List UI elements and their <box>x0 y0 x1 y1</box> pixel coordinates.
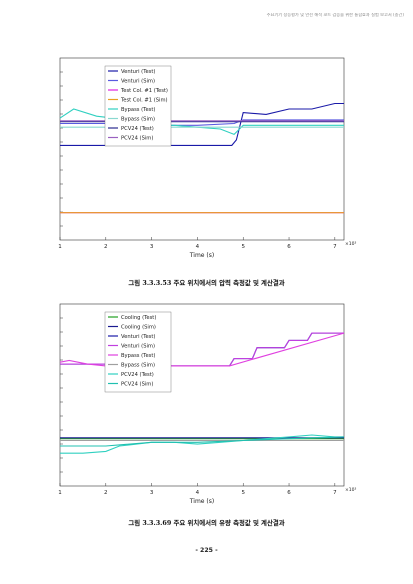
legend-label-7: PCV24 (Sim) <box>121 382 153 388</box>
legend-label-3: Venturi (Sim) <box>121 344 155 350</box>
x-tick-label: 6 <box>287 490 291 496</box>
x-multiplier: ×10³ <box>345 487 356 493</box>
x-tick-label: 6 <box>287 244 291 250</box>
plot-area <box>59 303 345 487</box>
legend-label-5: Bypass (Sim) <box>121 117 155 123</box>
legend-label-2: Test Col. #1 (Test) <box>120 88 168 94</box>
legend-label-5: Bypass (Sim) <box>121 363 155 369</box>
legend-label-0: Venturi (Test) <box>121 69 155 75</box>
x-tick-label: 1 <box>58 244 62 250</box>
x-multiplier: ×10³ <box>345 241 356 247</box>
running-header: 주요기기 성능평가 및 안전 해석 코드 검증을 위한 통합효과 실험 보고서 … <box>266 13 404 17</box>
series-line-6 <box>60 434 344 454</box>
legend-label-6: PCV24 (Test) <box>121 372 154 378</box>
x-tick-label: 4 <box>196 490 200 496</box>
x-tick-label: 5 <box>241 244 245 250</box>
legend-label-6: PCV24 (Test) <box>121 126 154 132</box>
legend-label-3: Test Col. #1 (Sim) <box>120 98 168 104</box>
series-line-7 <box>60 436 345 447</box>
x-tick-label: 3 <box>150 490 154 496</box>
legend-box <box>104 311 172 393</box>
x-tick-label: 3 <box>150 244 154 250</box>
legend-label-2: Venturi (Test) <box>121 334 155 340</box>
flow-chart: 1 2 3 4 5 6 7 ×10³ Time (s) Cooling (Test) Cooling… <box>58 303 356 505</box>
x-tick-label: 2 <box>104 244 108 250</box>
x-tick-label: 4 <box>196 244 200 250</box>
pressure-chart: 1 2 3 4 5 6 7 ×10³ Time (s) Venturi (Test) Venturi… <box>58 57 356 259</box>
legend-label-0: Cooling (Test) <box>121 315 156 321</box>
figure-caption-flow: 그림 3.3.3.69 주요 위치에서의 유량 측정값 및 계산결과 <box>128 519 285 527</box>
legend-label-4: Bypass (Test) <box>121 107 155 113</box>
x-tick-label: 7 <box>333 490 337 496</box>
legend-label-1: Cooling (Sim) <box>121 325 156 331</box>
legend-label-4: Bypass (Test) <box>121 353 155 359</box>
x-tick-label: 1 <box>58 490 62 496</box>
figure-caption-pressure: 그림 3.3.3.53 주요 위치에서의 압력 측정값 및 계산결과 <box>128 279 285 287</box>
x-tick-label: 2 <box>104 490 108 496</box>
page-number: - 225 - <box>195 547 218 554</box>
x-axis-label: Time (s) <box>189 252 214 259</box>
legend-label-1: Venturi (Sim) <box>121 79 155 85</box>
legend-label-7: PCV24 (Sim) <box>121 136 153 142</box>
x-axis-label: Time (s) <box>189 498 214 505</box>
legend-box <box>104 65 172 147</box>
x-tick-label: 7 <box>333 244 337 250</box>
x-tick-label: 5 <box>241 490 245 496</box>
